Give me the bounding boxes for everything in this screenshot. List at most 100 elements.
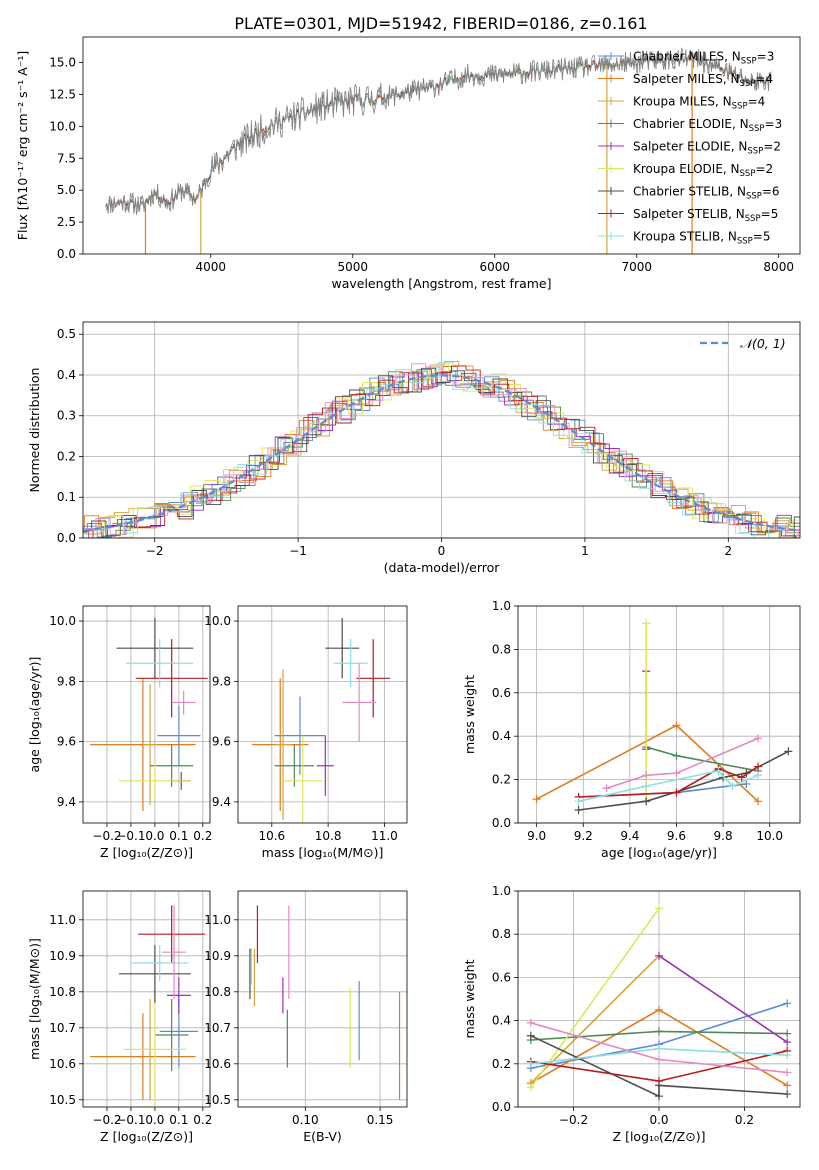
weight-point-marker bbox=[672, 721, 681, 730]
weight-point-marker bbox=[655, 1005, 663, 1014]
y-tick-label: 11.0 bbox=[49, 913, 76, 927]
y-tick-label: 0.0 bbox=[57, 247, 76, 261]
x-tick-label: 4000 bbox=[196, 260, 227, 274]
y-tick-label: 9.8 bbox=[212, 674, 231, 688]
y-tick-label: 0.6 bbox=[492, 686, 511, 700]
y-axis-label: mass weight bbox=[462, 675, 477, 754]
y-tick-label: 0.5 bbox=[57, 327, 76, 341]
weight-point-marker bbox=[672, 769, 681, 778]
panel-spectrum: 4000 5000 6000 7000 8000 0.0 2.5 5.0 7.5 10.0 12.5… bbox=[15, 36, 801, 291]
errorbar-point bbox=[162, 905, 187, 999]
x-tick-label: 9.8 bbox=[714, 829, 733, 843]
x-tick-label: 9.6 bbox=[667, 829, 686, 843]
errorbar-point bbox=[166, 977, 191, 1014]
legend-label: 𝒩(0, 1) bbox=[740, 336, 786, 351]
y-tick-label: 0.2 bbox=[492, 1057, 511, 1071]
y-tick-label: 0.8 bbox=[492, 927, 511, 941]
x-tick-label: −0.1 bbox=[116, 1113, 145, 1127]
errorbar-point bbox=[171, 690, 196, 715]
y-tick-label: 0.2 bbox=[57, 449, 76, 463]
panel-age-vs-Z: −0.2−0.1 0.0 0.1 0.2 9.4 9.6 9.8 10.0 Z [log₁₀(Z… bbox=[27, 605, 212, 860]
weight-point-marker bbox=[672, 788, 681, 797]
errorbar-point bbox=[325, 618, 360, 679]
y-tick-label: 7.5 bbox=[57, 151, 76, 165]
weight-point-marker bbox=[574, 805, 583, 814]
weight-point-marker bbox=[754, 797, 763, 806]
plot-area-weight-vs-Z bbox=[526, 904, 792, 1101]
x-tick-label: −0.1 bbox=[116, 829, 145, 843]
x-tick-label: −0.2 bbox=[559, 1113, 588, 1127]
legend-label: Chabrier STELIB, NSSP=6 bbox=[633, 185, 780, 202]
legend-label: Kroupa ELODIE, NSSP=2 bbox=[633, 162, 773, 179]
legend-subscript: SSP bbox=[749, 124, 765, 134]
y-tick-label: 0.0 bbox=[57, 531, 76, 545]
weight-point-marker bbox=[754, 762, 763, 771]
x-tick-label: 0.0 bbox=[145, 829, 164, 843]
weight-point-marker bbox=[714, 766, 723, 775]
legend-label: Kroupa MILES, NSSP=4 bbox=[633, 95, 765, 112]
errorbar-point bbox=[283, 735, 323, 823]
weight-point-marker bbox=[783, 1038, 792, 1047]
errorbar-point bbox=[130, 945, 189, 981]
panel-mass-vs-EBV: 0.10 0.15 10.5 10.6 10.7 10.8 10.9 11.0 E(B-V) bbox=[204, 890, 408, 1144]
axes-frame bbox=[517, 890, 801, 1108]
weight-point-marker bbox=[754, 734, 763, 743]
x-tick-label: 9.0 bbox=[527, 829, 546, 843]
weight-point-marker bbox=[655, 1027, 663, 1036]
x-tick-label: 2 bbox=[724, 544, 732, 558]
residual-histogram bbox=[83, 362, 800, 538]
weight-point-marker bbox=[754, 771, 763, 780]
errorbar-point bbox=[135, 639, 208, 718]
weight-point-marker bbox=[783, 1068, 792, 1077]
x-axis-label: Z [log₁₀(Z/Z⊙)] bbox=[613, 1129, 706, 1144]
plot-area-mass-vs-EBV bbox=[249, 905, 401, 1100]
y-tick-label: 10.8 bbox=[49, 985, 76, 999]
y-tick-label: 0.4 bbox=[492, 1014, 511, 1028]
axes-frame bbox=[517, 605, 801, 824]
legend-value: =4 bbox=[755, 72, 773, 86]
weight-point-marker bbox=[728, 782, 737, 791]
x-tick-label: 9.4 bbox=[620, 829, 639, 843]
weight-point-marker bbox=[737, 773, 746, 782]
weight-point-marker bbox=[642, 619, 651, 628]
y-tick-label: 0.6 bbox=[492, 970, 511, 984]
legend-value: =3 bbox=[757, 50, 775, 64]
axes-frame bbox=[82, 890, 211, 1108]
y-tick-label: 10.0 bbox=[49, 119, 76, 133]
data-spectrum-line bbox=[105, 47, 772, 215]
x-tick-label: 10.0 bbox=[756, 829, 783, 843]
weight-point-marker bbox=[526, 1018, 535, 1027]
weight-point-marker bbox=[526, 1059, 535, 1068]
residual-histogram bbox=[83, 369, 800, 537]
panel-age-vs-mass: 10.6 10.8 11.0 9.4 9.6 9.8 10.0 mass [log₁₀(M/M… bbox=[204, 605, 408, 860]
figure-title: PLATE=0301, MJD=51942, FIBERID=0186, z=0… bbox=[234, 14, 647, 33]
x-tick-label: 0.1 bbox=[169, 1113, 188, 1127]
legend-subscript: SSP bbox=[741, 57, 757, 67]
legend-label: Salpeter STELIB, NSSP=5 bbox=[633, 207, 778, 224]
y-tick-label: 10.8 bbox=[204, 985, 231, 999]
x-axis-label: (data-model)/error bbox=[384, 560, 501, 575]
x-tick-label: 7000 bbox=[621, 260, 652, 274]
errorbar-point bbox=[126, 639, 194, 688]
weight-point-marker bbox=[783, 1090, 792, 1099]
x-tick-label: 10.6 bbox=[258, 829, 285, 843]
plot-area-age-vs-mass bbox=[252, 618, 391, 823]
y-tick-label: 5.0 bbox=[57, 183, 76, 197]
panel-weight-vs-Z: −0.2 0.0 0.2 0.0 0.2 0.4 0.6 0.8 1.0 Z [log₁₀(Z/Z… bbox=[462, 884, 801, 1144]
weight-point-marker bbox=[655, 1092, 663, 1101]
errorbar-point bbox=[316, 735, 334, 796]
panel-residuals: −2 −1 0 1 2 0.0 0.1 0.2 0.3 0.4 0.5 (data-model)/er… bbox=[27, 321, 801, 575]
weight-point-marker bbox=[532, 795, 541, 804]
x-tick-label: 5000 bbox=[337, 260, 368, 274]
x-tick-label: 0.0 bbox=[145, 1113, 164, 1127]
legend-subscript: SSP bbox=[737, 237, 753, 247]
plot-area-age-vs-Z bbox=[90, 618, 208, 811]
y-tick-label: 0.3 bbox=[57, 409, 76, 423]
y-tick-label: 1.0 bbox=[492, 884, 511, 898]
weight-series-line bbox=[536, 724, 759, 802]
panel-mass-vs-Z: −0.2−0.1 0.0 0.1 0.2 10.5 10.6 10.7 10.8 10.9 11.… bbox=[27, 890, 212, 1144]
errorbar-point bbox=[150, 744, 194, 787]
weight-point-marker bbox=[655, 904, 663, 913]
errorbar-point bbox=[356, 639, 391, 718]
